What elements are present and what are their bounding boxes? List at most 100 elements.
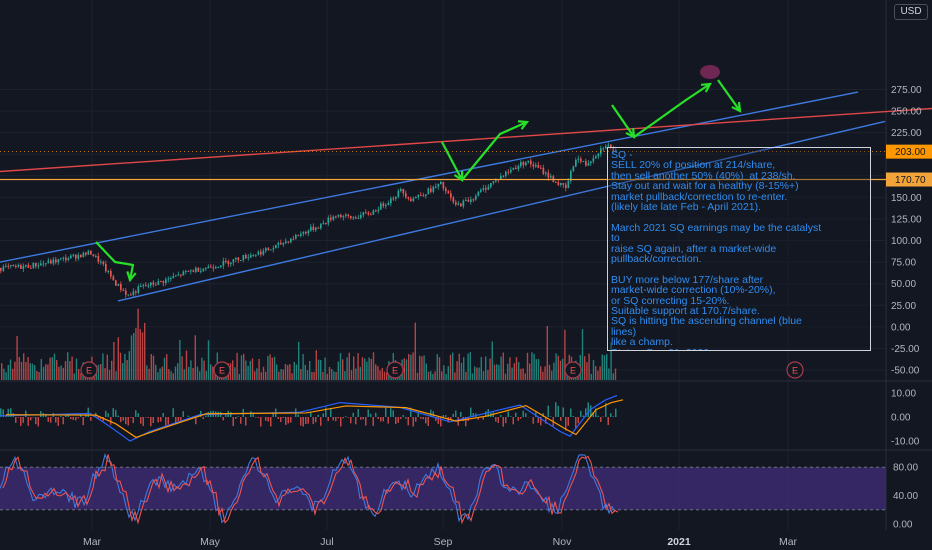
volume-bar	[148, 368, 150, 380]
candle-body	[467, 199, 470, 202]
candle-body	[65, 257, 67, 261]
time-tick-label: May	[200, 536, 221, 548]
candle-body	[170, 278, 172, 280]
volume-bar	[430, 371, 432, 380]
analysis-note: SQ - SELL 20% of position at 214/share, th…	[607, 147, 871, 351]
candle-body	[567, 180, 570, 188]
macd-histogram-bar	[152, 417, 154, 423]
time-axis: Mar May Jul Sep Nov 2021 Mar	[83, 536, 798, 548]
volume-bar	[427, 371, 430, 380]
resistance-line	[0, 107, 932, 173]
volume-bar	[51, 357, 53, 380]
macd-histogram-bar	[372, 417, 374, 426]
volume-bar	[196, 366, 199, 380]
macd-histogram-bar	[390, 408, 392, 417]
stochastic-tick-label: 0.00	[893, 520, 913, 531]
macd-histogram-bar	[15, 417, 17, 423]
candle-body	[67, 258, 70, 261]
candle-body	[85, 252, 87, 255]
volume-bar	[203, 360, 205, 380]
volume-bar	[258, 358, 260, 380]
macd-histogram-bar	[40, 411, 42, 417]
macd-histogram-bar	[505, 417, 507, 424]
candle-body	[157, 281, 160, 285]
volume-bar	[124, 353, 126, 380]
volume-bar	[161, 366, 163, 380]
candle-body	[210, 266, 212, 268]
candle-body	[330, 217, 332, 220]
macd-histogram-bar	[140, 417, 142, 424]
volume-bar	[370, 358, 372, 380]
volume-bar	[348, 352, 350, 380]
volume-bar	[137, 308, 139, 380]
price-tick-label: 225.00	[891, 128, 922, 139]
volume-bar	[273, 356, 276, 380]
candle-body	[100, 261, 102, 263]
macd-histogram-bar	[230, 411, 232, 417]
note-line: (likely late late Feb - April 2021).	[611, 201, 761, 214]
candle-body	[142, 285, 145, 287]
volume-bar	[421, 356, 423, 380]
macd-histogram-bar	[572, 415, 574, 417]
volume-bar	[412, 352, 414, 380]
macd-histogram-bar	[342, 417, 344, 419]
volume-bar	[445, 373, 447, 380]
candle-body	[432, 186, 435, 192]
macd-histogram-bar	[315, 417, 317, 423]
candle-body	[577, 158, 580, 160]
candle-body	[112, 276, 115, 281]
volume-bar	[324, 357, 326, 380]
candle-body	[35, 262, 37, 267]
volume-bar	[130, 335, 133, 380]
volume-bar	[5, 372, 7, 380]
volume-bar	[480, 357, 482, 380]
arrow-march-dip	[95, 241, 137, 283]
macd-histogram-bar	[585, 408, 587, 417]
time-tick-label: Sep	[434, 536, 453, 548]
macd-histogram-bar	[122, 417, 124, 421]
volume-bar	[60, 365, 62, 380]
volume-bar	[458, 353, 460, 380]
candle-body	[332, 216, 335, 220]
macd-histogram-bar	[32, 417, 34, 418]
volume-bar	[513, 363, 515, 380]
channel-lower-line	[117, 120, 886, 302]
macd-histogram-bar	[317, 414, 319, 417]
volume-bar	[372, 352, 375, 380]
macd-histogram-bar	[407, 417, 409, 426]
candle-body	[37, 265, 40, 267]
candle-body	[560, 183, 562, 185]
volume-bar	[559, 360, 562, 380]
note-line: lines)	[611, 325, 637, 338]
macd-histogram-bar	[395, 417, 397, 425]
volume-bar	[339, 353, 342, 380]
volume-bar	[260, 372, 262, 380]
macd-histogram-bar	[352, 412, 354, 417]
candle-body	[542, 167, 545, 174]
volume-bar	[271, 357, 273, 380]
volume-bar	[243, 353, 245, 380]
macd-histogram-bar	[400, 417, 402, 419]
candle-body	[362, 212, 365, 216]
candle-body	[22, 266, 25, 269]
candle-body	[140, 286, 142, 288]
currency-button[interactable]: USD	[894, 4, 928, 20]
volume-bar	[342, 359, 344, 380]
macd-histogram-bar	[332, 417, 334, 421]
macd-histogram-bar	[510, 416, 512, 417]
macd-histogram-bar	[350, 417, 352, 424]
volume-bar	[62, 367, 64, 380]
macd-histogram-bar	[567, 417, 569, 426]
volume-bar	[524, 373, 526, 380]
candle-body	[327, 217, 330, 224]
candle-body	[152, 282, 155, 285]
volume-bar	[56, 359, 58, 380]
candle-body	[285, 241, 287, 244]
macd-histogram-bar	[237, 416, 239, 417]
macd-histogram-bar	[115, 409, 117, 417]
macd-histogram-bar	[365, 417, 367, 426]
candle-body	[260, 251, 262, 255]
macd-histogram-bar	[440, 417, 442, 427]
